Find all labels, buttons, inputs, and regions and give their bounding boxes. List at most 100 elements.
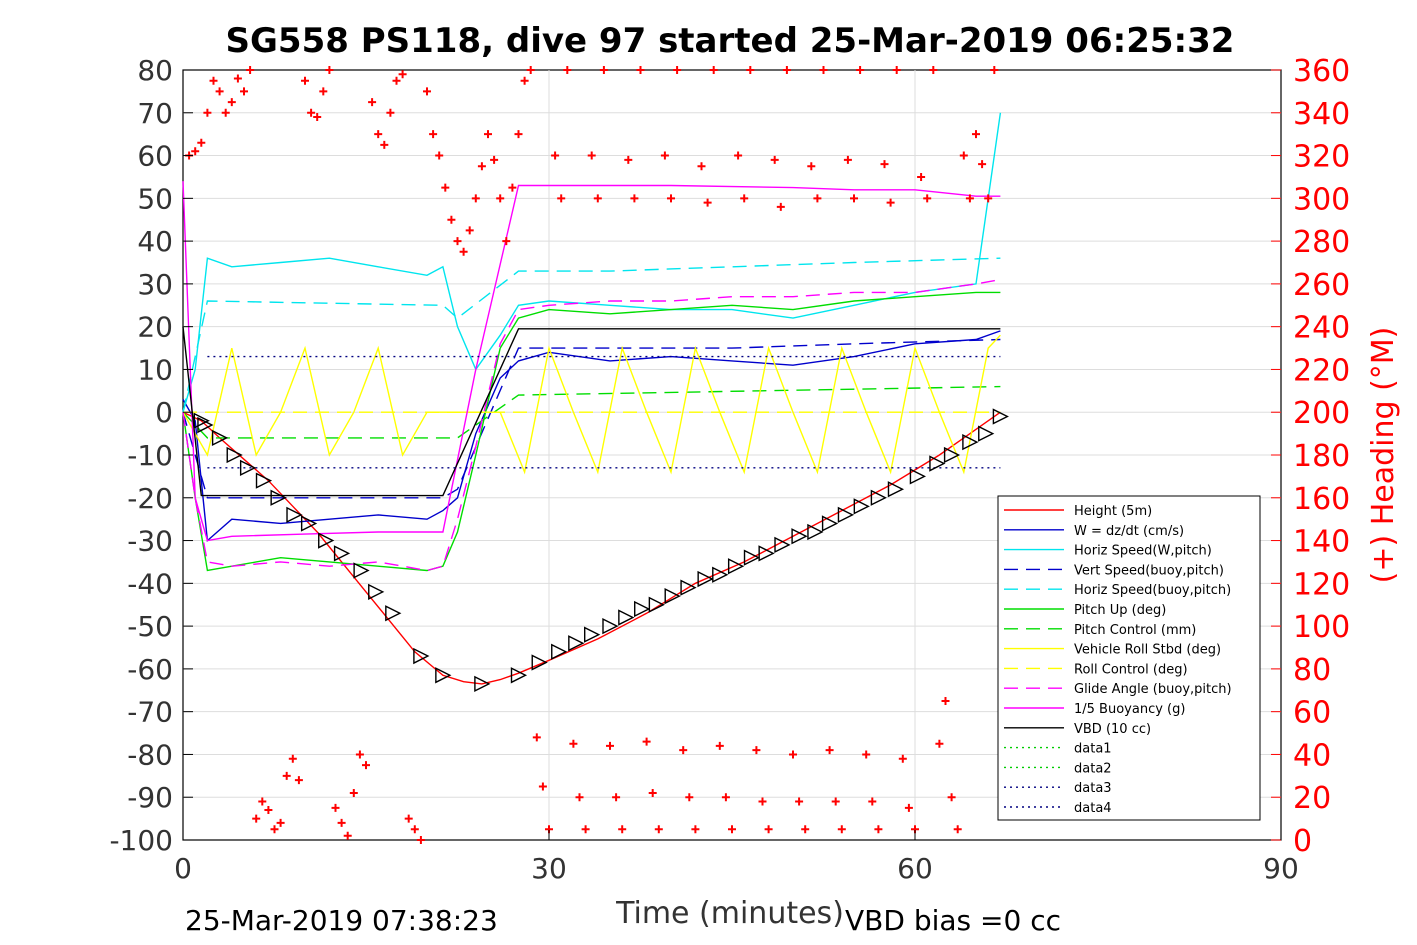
heading-marker xyxy=(337,818,346,827)
height-marker xyxy=(333,545,351,562)
heading-marker xyxy=(264,806,273,815)
y-tick-label: 0 xyxy=(155,396,173,429)
legend-label: Horiz Speed(W,pitch) xyxy=(1074,544,1212,559)
heading-marker xyxy=(630,194,639,203)
heading-marker xyxy=(203,108,212,117)
height-marker xyxy=(474,675,491,692)
legend-label: data4 xyxy=(1074,801,1112,816)
heading-marker xyxy=(325,66,334,74)
heading-marker xyxy=(795,797,804,806)
heading-marker xyxy=(484,130,492,139)
heading-marker xyxy=(715,741,724,750)
heading-marker xyxy=(667,194,675,203)
heading-marker xyxy=(435,151,444,160)
height-marker xyxy=(270,489,287,506)
heading-marker xyxy=(557,194,566,203)
heading-marker xyxy=(538,782,547,791)
left-axis: 80 70 60 50 40 30 20 10 0 -10 -20 -30 -40 -50 -60 -70 -8… xyxy=(109,54,193,857)
heading-marker xyxy=(941,696,950,705)
heading-marker xyxy=(831,797,840,806)
heading-marker xyxy=(807,162,816,171)
heading-marker xyxy=(368,98,377,107)
heading-marker xyxy=(917,172,926,181)
heading-marker xyxy=(526,66,535,74)
height-marker xyxy=(909,468,927,485)
height-marker xyxy=(853,498,870,515)
heading-marker xyxy=(191,147,200,156)
heading-marker xyxy=(862,750,871,759)
heading-marker xyxy=(465,226,474,235)
heading-marker xyxy=(612,793,621,802)
height-marker xyxy=(962,434,979,451)
heading-marker xyxy=(423,87,431,96)
y-right-tick-label: 360 xyxy=(1293,54,1350,89)
heading-marker xyxy=(252,814,261,823)
height-marker xyxy=(680,579,697,596)
height-marker xyxy=(602,617,619,635)
legend-label: Height (5m) xyxy=(1074,504,1152,519)
heading-marker xyxy=(514,130,523,139)
heading-marker xyxy=(874,825,883,834)
heading-marker xyxy=(673,66,682,74)
heading-marker xyxy=(892,66,901,74)
heading-marker xyxy=(301,76,309,85)
legend-label: Pitch Up (deg) xyxy=(1074,603,1166,618)
y-tick-label: 60 xyxy=(137,140,173,173)
height-marker xyxy=(255,472,273,489)
y-right-tick-label: 40 xyxy=(1293,738,1331,773)
series-line xyxy=(182,385,1001,439)
height-marker xyxy=(584,626,601,643)
heading-marker xyxy=(959,151,968,160)
heading-marker xyxy=(648,788,657,797)
heading-marker xyxy=(593,194,602,203)
height-marker xyxy=(226,446,243,464)
heading-marker xyxy=(441,183,450,192)
heading-marker xyxy=(520,76,529,85)
heading-marker xyxy=(770,155,779,164)
heading-marker xyxy=(856,66,865,74)
heading-marker xyxy=(953,825,962,834)
heading-marker xyxy=(618,825,627,834)
x-tick-label: 0 xyxy=(174,852,192,885)
y-tick-label: -30 xyxy=(127,525,173,558)
heading-marker xyxy=(642,737,651,746)
height-marker xyxy=(887,481,905,498)
heading-marker xyxy=(258,797,267,806)
y-tick-label: 80 xyxy=(137,54,173,87)
legend: Height (5m) W = dz/dt (cm/s) Horiz Speed(W… xyxy=(997,495,1261,821)
heading-marker xyxy=(349,788,358,797)
heading-marker xyxy=(398,70,407,79)
heading-marker xyxy=(764,825,773,834)
height-marker xyxy=(648,596,665,613)
heading-marker xyxy=(380,140,389,149)
heading-marker xyxy=(965,194,974,203)
heading-marker xyxy=(746,66,755,74)
heading-marker xyxy=(789,750,797,759)
height-marker xyxy=(870,489,887,506)
heading-marker xyxy=(703,198,712,207)
heading-marker xyxy=(197,138,206,147)
legend-label: Pitch Control (mm) xyxy=(1074,623,1196,638)
legend-label: 1/5 Buoyancy (g) xyxy=(1074,702,1185,717)
legend-label: data1 xyxy=(1074,742,1112,757)
heading-marker xyxy=(728,825,736,834)
heading-marker xyxy=(429,130,438,139)
heading-marker xyxy=(935,739,944,748)
height-marker xyxy=(197,416,214,434)
heading-marker xyxy=(551,151,560,160)
height-marker xyxy=(837,506,855,524)
legend-label: data3 xyxy=(1074,781,1112,796)
series-line xyxy=(182,278,1001,572)
heading-marker xyxy=(825,746,834,755)
series-line xyxy=(182,257,1001,413)
heading-marker xyxy=(343,831,352,840)
y-right-tick-label: 280 xyxy=(1293,225,1350,260)
height-marker xyxy=(510,667,528,684)
y-right-tick-label: 180 xyxy=(1293,439,1350,474)
height-marker xyxy=(531,654,548,671)
y-right-tick-label: 260 xyxy=(1293,268,1350,303)
y-right-tick-label: 140 xyxy=(1293,525,1350,560)
heading-marker xyxy=(813,194,822,203)
heading-marker xyxy=(453,237,462,246)
heading-marker xyxy=(362,761,370,770)
